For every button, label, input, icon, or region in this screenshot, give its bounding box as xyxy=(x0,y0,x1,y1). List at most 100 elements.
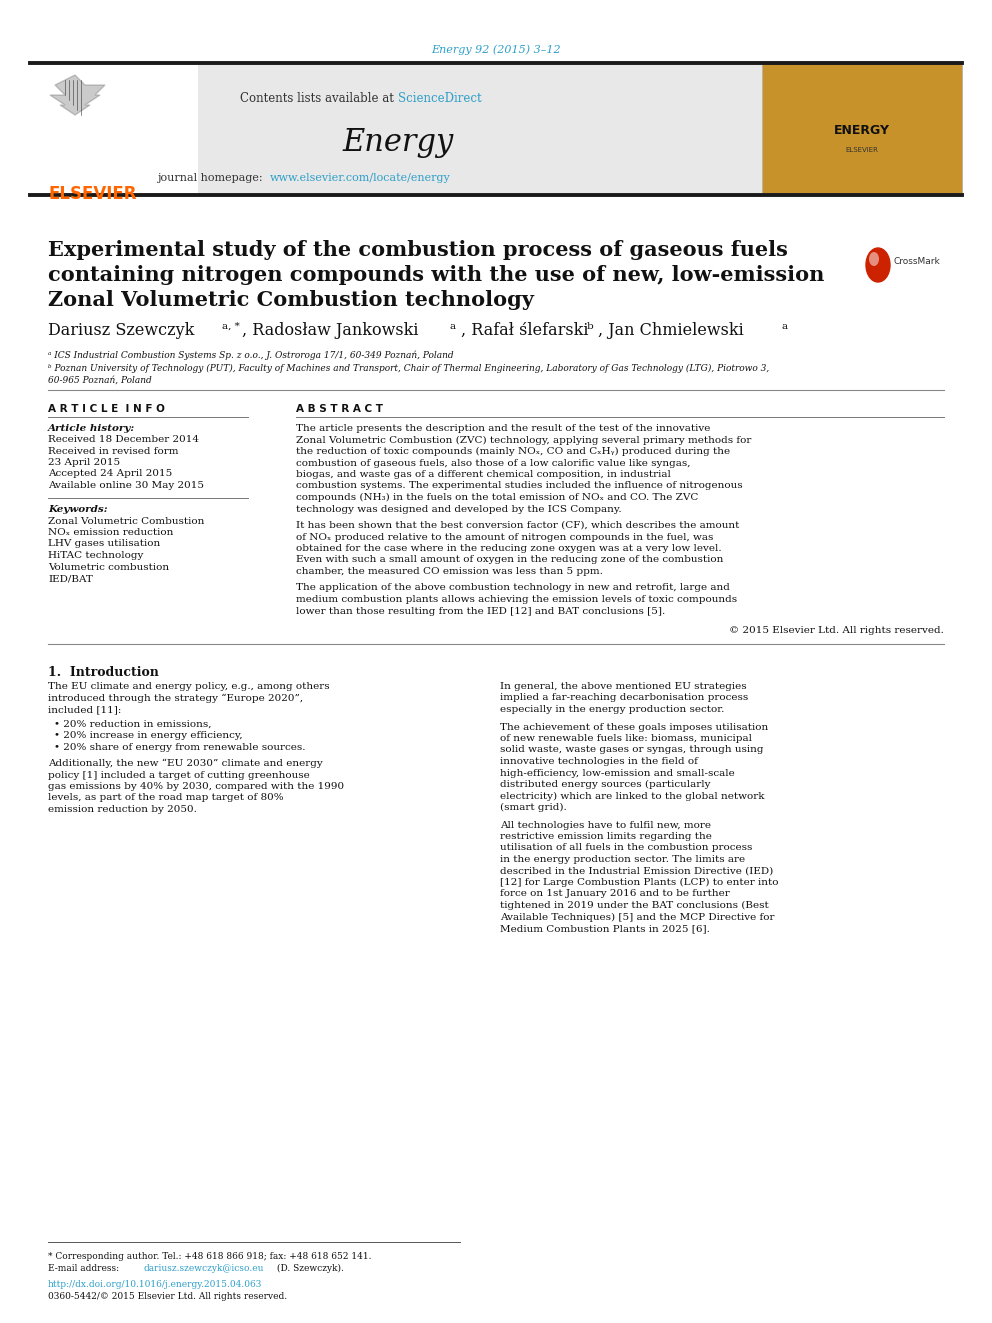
Text: containing nitrogen compounds with the use of new, low-emission: containing nitrogen compounds with the u… xyxy=(48,265,824,284)
Text: electricity) which are linked to the global network: electricity) which are linked to the glo… xyxy=(500,791,765,800)
Text: utilisation of all fuels in the combustion process: utilisation of all fuels in the combusti… xyxy=(500,844,752,852)
Text: a: a xyxy=(782,321,788,331)
Text: • 20% reduction in emissions,: • 20% reduction in emissions, xyxy=(54,720,211,729)
Bar xyxy=(30,64,198,193)
Text: described in the Industrial Emission Directive (IED): described in the Industrial Emission Dir… xyxy=(500,867,773,876)
Text: biogas, and waste gas of a different chemical composition, in industrial: biogas, and waste gas of a different che… xyxy=(296,470,671,479)
Text: chamber, the measured CO emission was less than 5 ppm.: chamber, the measured CO emission was le… xyxy=(296,568,603,576)
Text: medium combustion plants allows achieving the emission levels of toxic compounds: medium combustion plants allows achievin… xyxy=(296,595,737,605)
Text: distributed energy sources (particularly: distributed energy sources (particularly xyxy=(500,781,710,789)
Text: Zonal Volumetric Combustion: Zonal Volumetric Combustion xyxy=(48,516,204,525)
Text: LHV gases utilisation: LHV gases utilisation xyxy=(48,540,161,549)
Text: ᵃ ICS Industrial Combustion Systems Sp. z o.o., J. Ostroroga 17/1, 60-349 Poznań: ᵃ ICS Industrial Combustion Systems Sp. … xyxy=(48,351,453,360)
Text: , Rafał ślefarski: , Rafał ślefarski xyxy=(461,321,588,339)
Text: * Corresponding author. Tel.: +48 618 866 918; fax: +48 618 652 141.: * Corresponding author. Tel.: +48 618 86… xyxy=(48,1252,371,1261)
Ellipse shape xyxy=(866,247,890,282)
Text: The article presents the description and the result of the test of the innovativ: The article presents the description and… xyxy=(296,423,710,433)
Text: the reduction of toxic compounds (mainly NOₓ, CO and CₓHᵧ) produced during the: the reduction of toxic compounds (mainly… xyxy=(296,447,730,456)
Text: in the energy production sector. The limits are: in the energy production sector. The lim… xyxy=(500,855,745,864)
Text: (D. Szewczyk).: (D. Szewczyk). xyxy=(274,1263,344,1273)
Text: ELSEVIER: ELSEVIER xyxy=(845,147,879,153)
Text: 23 April 2015: 23 April 2015 xyxy=(48,458,120,467)
Text: In general, the above mentioned EU strategies: In general, the above mentioned EU strat… xyxy=(500,681,747,691)
Text: combustion systems. The experimental studies included the influence of nitrogeno: combustion systems. The experimental stu… xyxy=(296,482,743,491)
Text: of NOₓ produced relative to the amount of nitrogen compounds in the fuel, was: of NOₓ produced relative to the amount o… xyxy=(296,532,713,541)
Text: Energy: Energy xyxy=(342,127,453,157)
Text: a, *: a, * xyxy=(222,321,240,331)
Text: ELSEVIER: ELSEVIER xyxy=(48,185,137,202)
Text: [12] for Large Combustion Plants (LCP) to enter into: [12] for Large Combustion Plants (LCP) t… xyxy=(500,878,779,888)
Text: The achievement of these goals imposes utilisation: The achievement of these goals imposes u… xyxy=(500,722,768,732)
Text: included [11]:: included [11]: xyxy=(48,705,121,714)
Text: Available online 30 May 2015: Available online 30 May 2015 xyxy=(48,482,204,490)
Text: obtained for the case where in the reducing zone oxygen was at a very low level.: obtained for the case where in the reduc… xyxy=(296,544,721,553)
Text: Zonal Volumetric Combustion (ZVC) technology, applying several primary methods f: Zonal Volumetric Combustion (ZVC) techno… xyxy=(296,435,751,445)
Text: Article history:: Article history: xyxy=(48,423,135,433)
Text: innovative technologies in the field of: innovative technologies in the field of xyxy=(500,757,698,766)
Text: solid waste, waste gases or syngas, through using: solid waste, waste gases or syngas, thro… xyxy=(500,745,764,754)
Text: Experimental study of the combustion process of gaseous fuels: Experimental study of the combustion pro… xyxy=(48,239,788,261)
Text: www.elsevier.com/locate/energy: www.elsevier.com/locate/energy xyxy=(270,173,450,183)
Bar xyxy=(762,64,962,193)
Text: a: a xyxy=(450,321,456,331)
Bar xyxy=(30,64,762,193)
Text: A B S T R A C T: A B S T R A C T xyxy=(296,404,383,414)
Text: 0360-5442/© 2015 Elsevier Ltd. All rights reserved.: 0360-5442/© 2015 Elsevier Ltd. All right… xyxy=(48,1293,287,1301)
Text: emission reduction by 2050.: emission reduction by 2050. xyxy=(48,804,196,814)
Text: , Radosław Jankowski: , Radosław Jankowski xyxy=(242,321,419,339)
Text: 60-965 Poznań, Poland: 60-965 Poznań, Poland xyxy=(48,376,152,385)
Text: Received 18 December 2014: Received 18 December 2014 xyxy=(48,435,199,445)
Text: Even with such a small amount of oxygen in the reducing zone of the combustion: Even with such a small amount of oxygen … xyxy=(296,556,723,565)
Text: CrossMark: CrossMark xyxy=(894,257,940,266)
Text: introduced through the strategy “Europe 2020”,: introduced through the strategy “Europe … xyxy=(48,693,304,703)
Text: (smart grid).: (smart grid). xyxy=(500,803,566,812)
Text: http://dx.doi.org/10.1016/j.energy.2015.04.063: http://dx.doi.org/10.1016/j.energy.2015.… xyxy=(48,1279,262,1289)
Text: combustion of gaseous fuels, also those of a low calorific value like syngas,: combustion of gaseous fuels, also those … xyxy=(296,459,690,467)
Text: E-mail address:: E-mail address: xyxy=(48,1263,122,1273)
Text: journal homepage:: journal homepage: xyxy=(158,173,270,183)
Ellipse shape xyxy=(869,251,879,266)
Text: Keywords:: Keywords: xyxy=(48,505,107,515)
Text: © 2015 Elsevier Ltd. All rights reserved.: © 2015 Elsevier Ltd. All rights reserved… xyxy=(729,626,944,635)
Text: HiTAC technology: HiTAC technology xyxy=(48,550,144,560)
Text: NOₓ emission reduction: NOₓ emission reduction xyxy=(48,528,174,537)
Text: dariusz.szewczyk@icso.eu: dariusz.szewczyk@icso.eu xyxy=(144,1263,265,1273)
Text: Available Techniques) [5] and the MCP Directive for: Available Techniques) [5] and the MCP Di… xyxy=(500,913,775,922)
Text: Contents lists available at: Contents lists available at xyxy=(240,93,398,106)
Text: Energy 92 (2015) 3–12: Energy 92 (2015) 3–12 xyxy=(432,45,560,56)
Text: high-efficiency, low-emission and small-scale: high-efficiency, low-emission and small-… xyxy=(500,769,735,778)
Text: compounds (NH₃) in the fuels on the total emission of NOₓ and CO. The ZVC: compounds (NH₃) in the fuels on the tota… xyxy=(296,493,698,503)
Text: • 20% share of energy from renewable sources.: • 20% share of energy from renewable sou… xyxy=(54,742,306,751)
Text: especially in the energy production sector.: especially in the energy production sect… xyxy=(500,705,724,714)
Text: It has been shown that the best conversion factor (CF), which describes the amou: It has been shown that the best conversi… xyxy=(296,521,739,531)
Text: force on 1st January 2016 and to be further: force on 1st January 2016 and to be furt… xyxy=(500,889,730,898)
Text: The application of the above combustion technology in new and retrofit, large an: The application of the above combustion … xyxy=(296,583,730,593)
Text: 1.  Introduction: 1. Introduction xyxy=(48,665,159,679)
Text: IED/BAT: IED/BAT xyxy=(48,574,93,583)
Text: Dariusz Szewczyk: Dariusz Szewczyk xyxy=(48,321,194,339)
Text: Medium Combustion Plants in 2025 [6].: Medium Combustion Plants in 2025 [6]. xyxy=(500,923,710,933)
Text: lower than those resulting from the IED [12] and BAT conclusions [5].: lower than those resulting from the IED … xyxy=(296,606,666,615)
Text: Volumetric combustion: Volumetric combustion xyxy=(48,562,169,572)
Text: implied a far-reaching decarbonisation process: implied a far-reaching decarbonisation p… xyxy=(500,693,748,703)
Text: restrictive emission limits regarding the: restrictive emission limits regarding th… xyxy=(500,832,712,841)
Text: The EU climate and energy policy, e.g., among others: The EU climate and energy policy, e.g., … xyxy=(48,681,329,691)
Text: Zonal Volumetric Combustion technology: Zonal Volumetric Combustion technology xyxy=(48,290,534,310)
Text: policy [1] included a target of cutting greenhouse: policy [1] included a target of cutting … xyxy=(48,770,310,779)
Text: , Jan Chmielewski: , Jan Chmielewski xyxy=(598,321,744,339)
Text: b: b xyxy=(587,321,594,331)
Text: All technologies have to fulfil new, more: All technologies have to fulfil new, mor… xyxy=(500,820,711,830)
Text: gas emissions by 40% by 2030, compared with the 1990: gas emissions by 40% by 2030, compared w… xyxy=(48,782,344,791)
Text: Additionally, the new “EU 2030” climate and energy: Additionally, the new “EU 2030” climate … xyxy=(48,759,322,769)
Text: technology was designed and developed by the ICS Company.: technology was designed and developed by… xyxy=(296,504,622,513)
Polygon shape xyxy=(50,75,105,115)
Text: ᵇ Poznan University of Technology (PUT), Faculty of Machines and Transport, Chai: ᵇ Poznan University of Technology (PUT),… xyxy=(48,364,769,373)
Text: ScienceDirect: ScienceDirect xyxy=(398,93,482,106)
Text: tightened in 2019 under the BAT conclusions (Best: tightened in 2019 under the BAT conclusi… xyxy=(500,901,769,910)
Text: • 20% increase in energy efficiency,: • 20% increase in energy efficiency, xyxy=(54,732,243,740)
Text: of new renewable fuels like: biomass, municipal: of new renewable fuels like: biomass, mu… xyxy=(500,734,752,744)
Text: ENERGY: ENERGY xyxy=(834,123,890,136)
Text: A R T I C L E  I N F O: A R T I C L E I N F O xyxy=(48,404,165,414)
Text: levels, as part of the road map target of 80%: levels, as part of the road map target o… xyxy=(48,794,284,803)
Text: Accepted 24 April 2015: Accepted 24 April 2015 xyxy=(48,470,173,479)
